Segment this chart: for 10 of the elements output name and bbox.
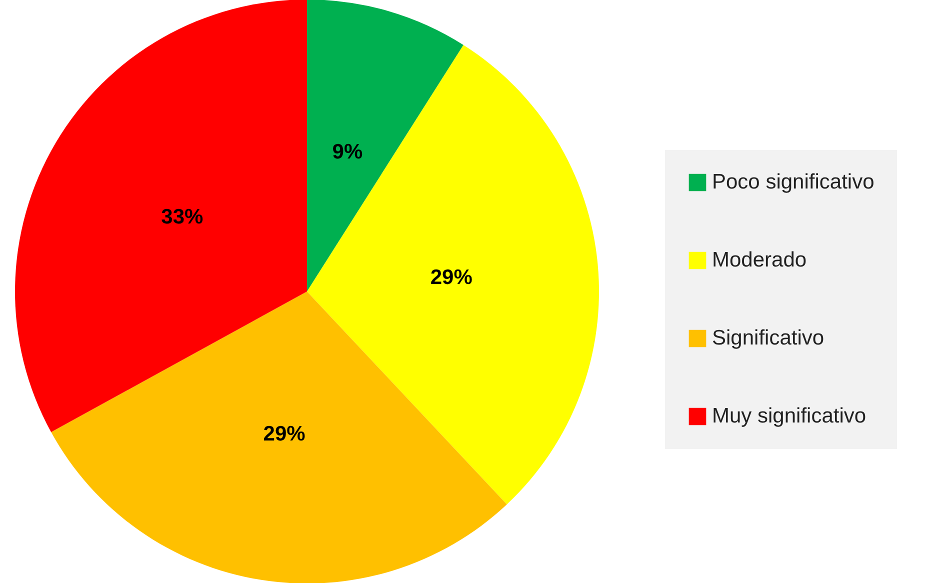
pie-slice — [307, 44, 599, 504]
pie-slice — [51, 292, 507, 583]
data-label: 29% — [263, 422, 306, 446]
legend-label: Poco significativo — [712, 170, 874, 194]
legend-label: Moderado — [712, 248, 807, 272]
data-label: 33% — [161, 206, 204, 229]
legend-label: Muy significativo — [712, 404, 866, 428]
data-label: 9% — [332, 140, 363, 164]
data-label: 29% — [430, 266, 473, 289]
legend-label: Significativo — [712, 326, 824, 350]
